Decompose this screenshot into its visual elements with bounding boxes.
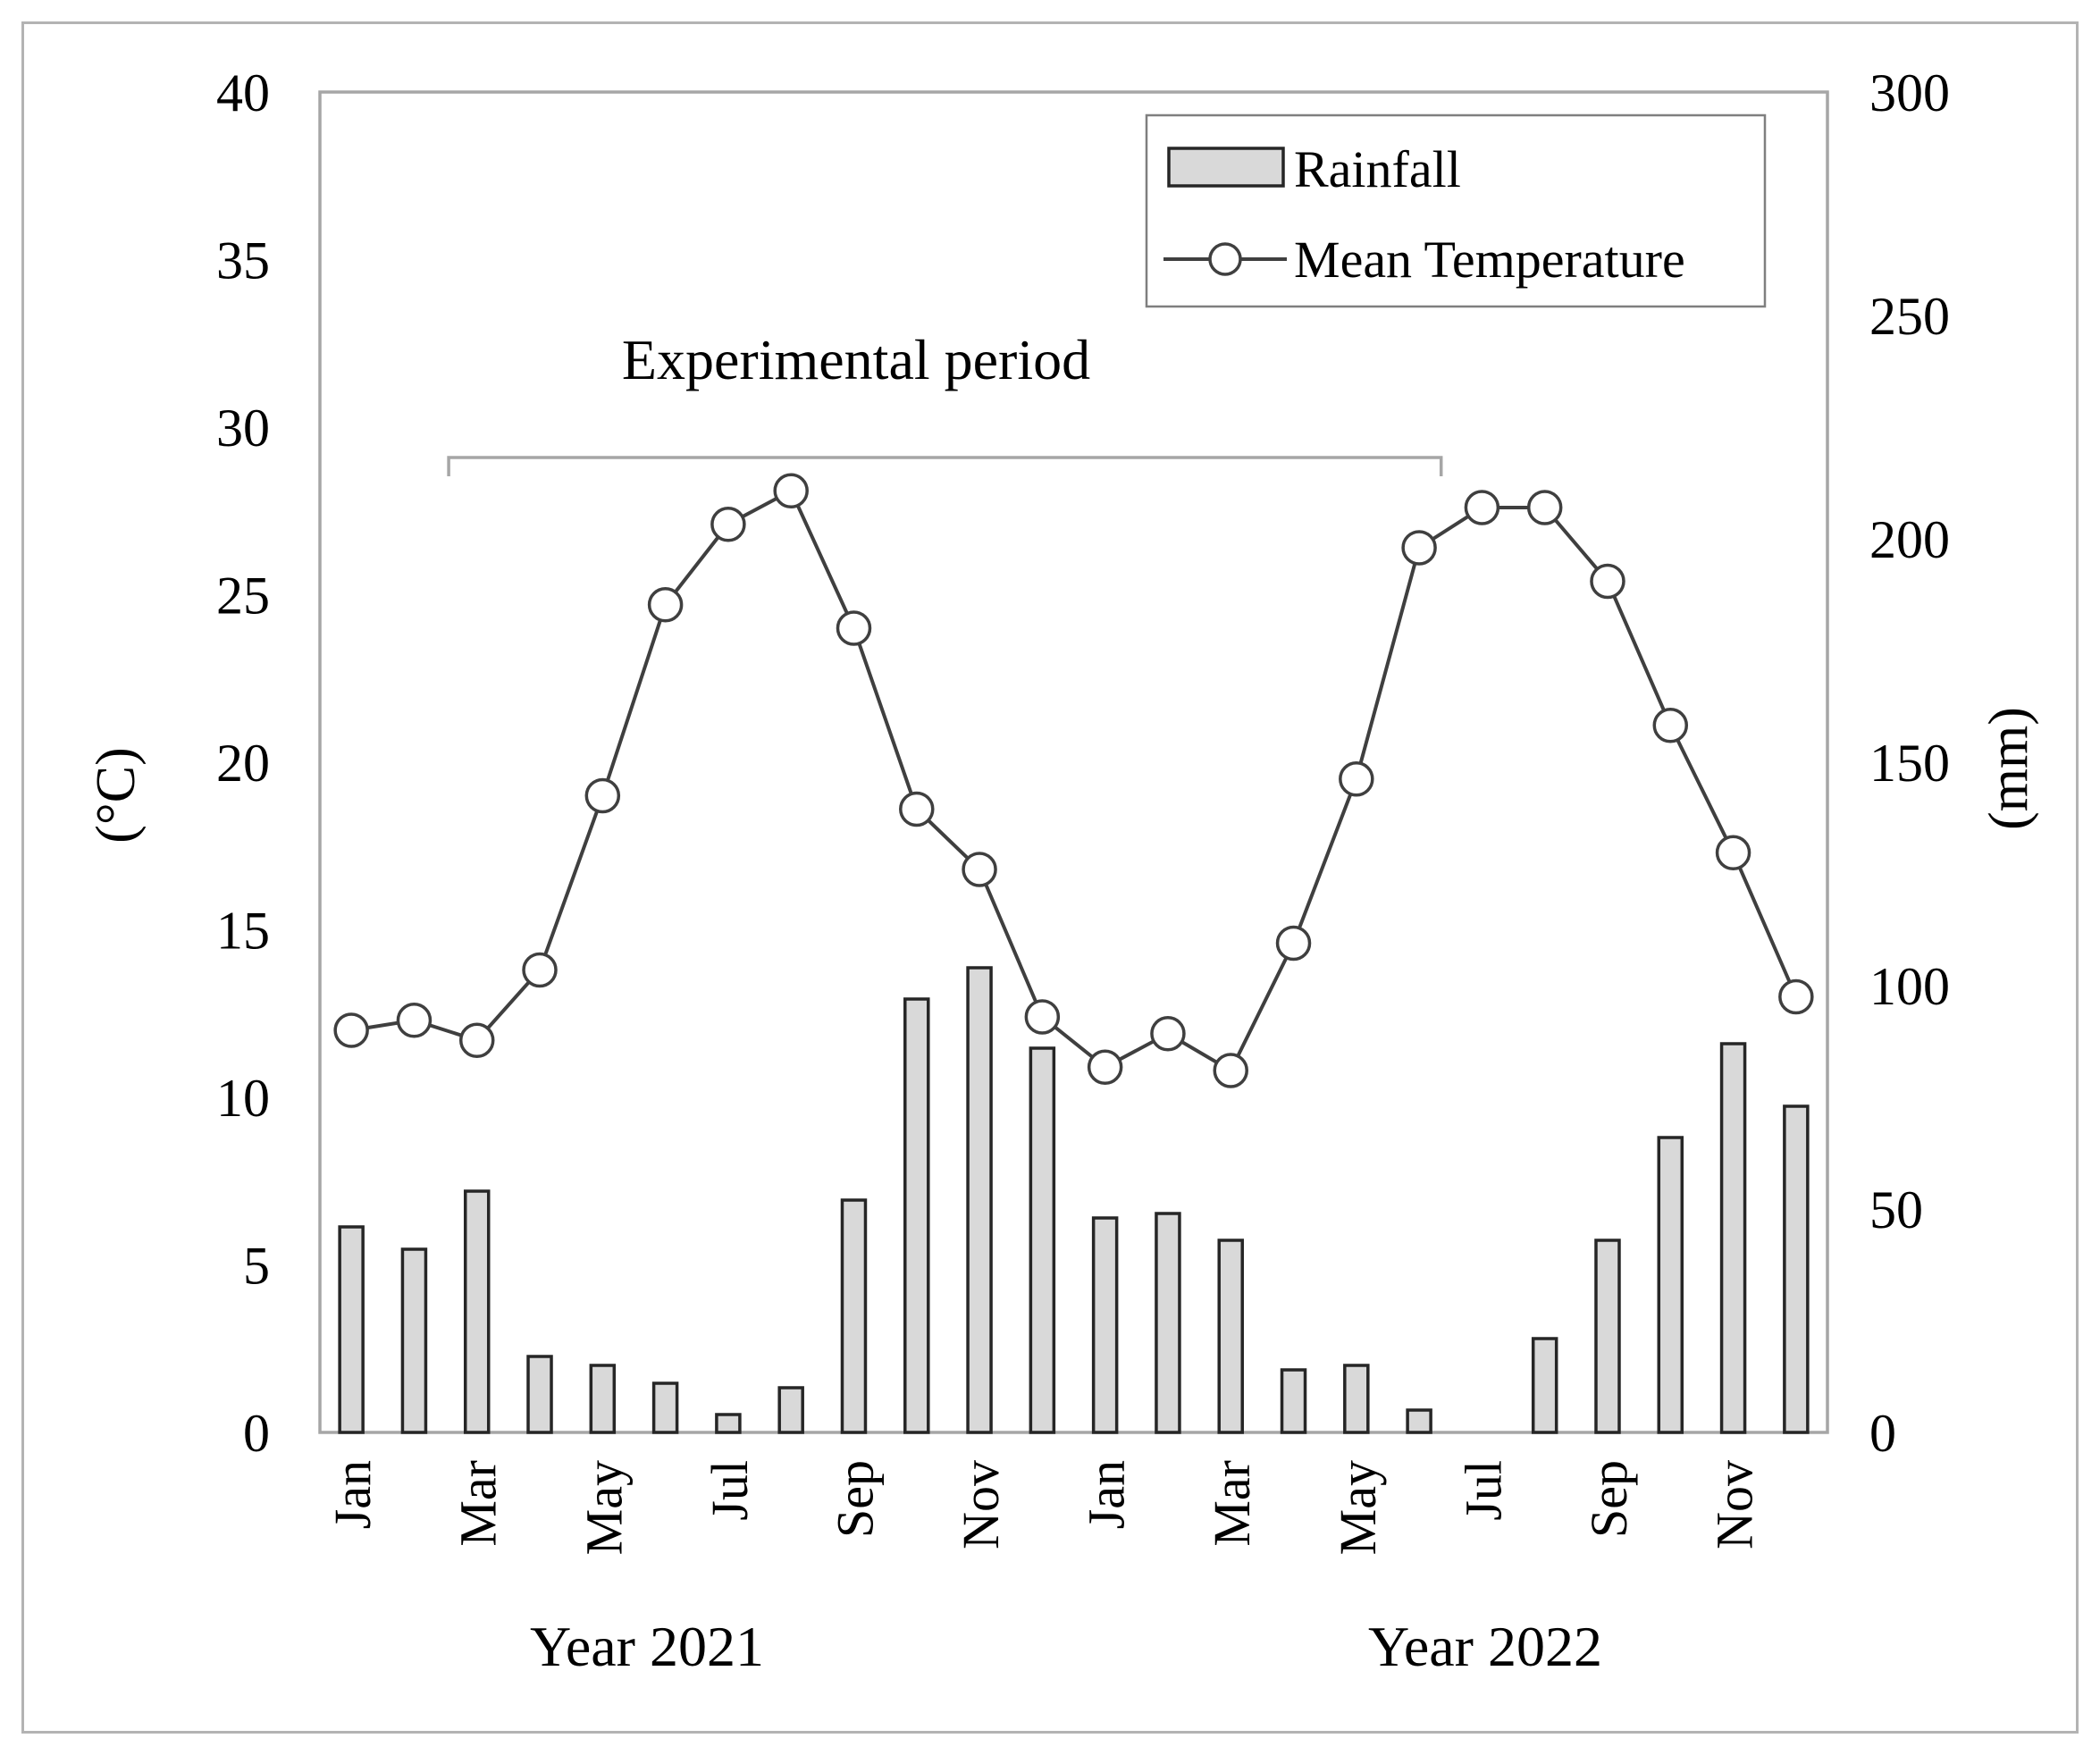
- temperature-point: [1150, 1016, 1186, 1052]
- right-axis-tick-label: 150: [1869, 734, 1950, 793]
- experimental-period-bracket: [447, 456, 1443, 476]
- left-axis-tick-label: 5: [243, 1237, 270, 1296]
- plot-frame: [318, 90, 1829, 1434]
- left-axis-tick-label: 35: [216, 231, 270, 290]
- right-axis-tick-label: 250: [1869, 287, 1950, 346]
- temperature-point: [584, 777, 621, 814]
- left-axis-tick-label: 15: [216, 902, 270, 961]
- legend-rainfall-swatch: [1167, 147, 1285, 188]
- rainfall-bar: [1091, 1216, 1119, 1434]
- temperature-point: [1464, 490, 1500, 525]
- axis-tick-labels: 0 5 10 15 20 25 30 35 40 0 50 100 150 200 250 300 Jan Mar…: [216, 63, 1950, 1555]
- legend-temperature-label: Mean Temperature: [1294, 231, 1685, 289]
- right-axis-tick-label: 50: [1869, 1180, 1923, 1239]
- month-tick-label: Nov: [952, 1460, 1010, 1549]
- month-tick-label: May: [575, 1460, 633, 1555]
- left-axis-tick-label: 10: [216, 1069, 270, 1128]
- temperature-point: [333, 1012, 369, 1048]
- right-axis-tick-label: 100: [1869, 957, 1950, 1016]
- legend-temperature-marker-icon: [1208, 242, 1242, 276]
- rainfall-bar: [1343, 1364, 1370, 1434]
- rainfall-bars: [338, 966, 1810, 1434]
- rainfall-bar: [1594, 1239, 1621, 1434]
- rainfall-bar: [1280, 1368, 1307, 1434]
- month-tick-label: Jan: [1078, 1460, 1136, 1529]
- temperature-point: [458, 1022, 495, 1058]
- month-tick-label: Jul: [701, 1460, 759, 1521]
- left-axis-tick-label: 25: [216, 567, 270, 626]
- right-axis-tick-label: 200: [1869, 510, 1950, 569]
- temperature-line: [333, 473, 1814, 1088]
- left-axis-tick-label: 40: [216, 63, 270, 122]
- temperature-point: [1213, 1053, 1248, 1088]
- rainfall-bar: [715, 1413, 742, 1434]
- rainfall-bar: [463, 1189, 491, 1434]
- month-tick-label: Mar: [1203, 1460, 1261, 1547]
- rainfall-bar: [1029, 1046, 1056, 1434]
- temperature-point: [1715, 835, 1751, 870]
- year-2022-label: Year 2022: [1368, 1615, 1602, 1678]
- month-tick-label: Mar: [449, 1460, 508, 1547]
- month-tick-label: May: [1329, 1460, 1387, 1555]
- rainfall-bar: [903, 997, 930, 1434]
- plot-border: [318, 90, 1829, 1434]
- temperature-polyline: [350, 488, 1798, 1073]
- right-axis-title: (mm): [1978, 707, 2039, 830]
- month-tick-label: Jul: [1454, 1460, 1512, 1521]
- rainfall-bar: [840, 1198, 868, 1434]
- rainfall-bar: [651, 1381, 679, 1434]
- temperature-point: [836, 610, 872, 646]
- rainfall-bar: [526, 1355, 553, 1434]
- rainfall-bar: [338, 1225, 365, 1434]
- left-axis-title: (°C): [86, 747, 147, 843]
- temperature-point: [1652, 708, 1689, 743]
- year-2021-label: Year 2021: [530, 1615, 764, 1678]
- rainfall-bar: [1217, 1239, 1244, 1434]
- temperature-point: [1275, 925, 1312, 961]
- temperature-point: [396, 1003, 433, 1038]
- bracket-line: [447, 456, 1443, 476]
- month-tick-label: Sep: [826, 1460, 884, 1538]
- right-axis-tick-label: 0: [1869, 1404, 1896, 1463]
- rainfall-bar: [1155, 1212, 1181, 1434]
- temperature-point: [522, 952, 558, 988]
- month-tick-label: Nov: [1706, 1460, 1764, 1549]
- temperature-point: [1024, 999, 1061, 1035]
- temperature-point: [1401, 530, 1437, 566]
- left-axis-tick-label: 0: [243, 1404, 270, 1463]
- month-tick-label: Sep: [1580, 1460, 1638, 1538]
- temperature-point: [710, 507, 746, 542]
- rainfall-bar: [1783, 1104, 1810, 1434]
- rainfall-bar: [966, 966, 993, 1434]
- annotation-experimental-period: Experimental period: [622, 328, 1090, 391]
- temperature-point: [773, 473, 809, 508]
- rainfall-bar: [777, 1386, 804, 1434]
- rainfall-bar: [1406, 1408, 1432, 1434]
- legend-rainfall-label: Rainfall: [1294, 140, 1461, 198]
- left-axis-tick-label: 20: [216, 734, 270, 793]
- rainfall-bar: [1531, 1337, 1558, 1434]
- right-axis-tick-label: 300: [1869, 63, 1950, 122]
- rainfall-bar: [1657, 1136, 1684, 1434]
- rainfall-bar: [589, 1364, 617, 1434]
- temperature-point: [1526, 490, 1563, 525]
- rainfall-bar: [1719, 1042, 1747, 1434]
- temperature-point: [1778, 978, 1814, 1015]
- temperature-point: [1339, 761, 1374, 797]
- temperature-point: [899, 791, 935, 827]
- left-axis-tick-label: 30: [216, 399, 270, 458]
- temperature-point: [962, 852, 997, 887]
- rainfall-bar: [400, 1247, 428, 1434]
- temperature-point: [1087, 1049, 1123, 1085]
- month-tick-label: Jan: [323, 1460, 382, 1529]
- legend: Rainfall Mean Temperature: [1145, 113, 1767, 308]
- temperature-point: [1590, 563, 1625, 600]
- temperature-point: [647, 587, 684, 623]
